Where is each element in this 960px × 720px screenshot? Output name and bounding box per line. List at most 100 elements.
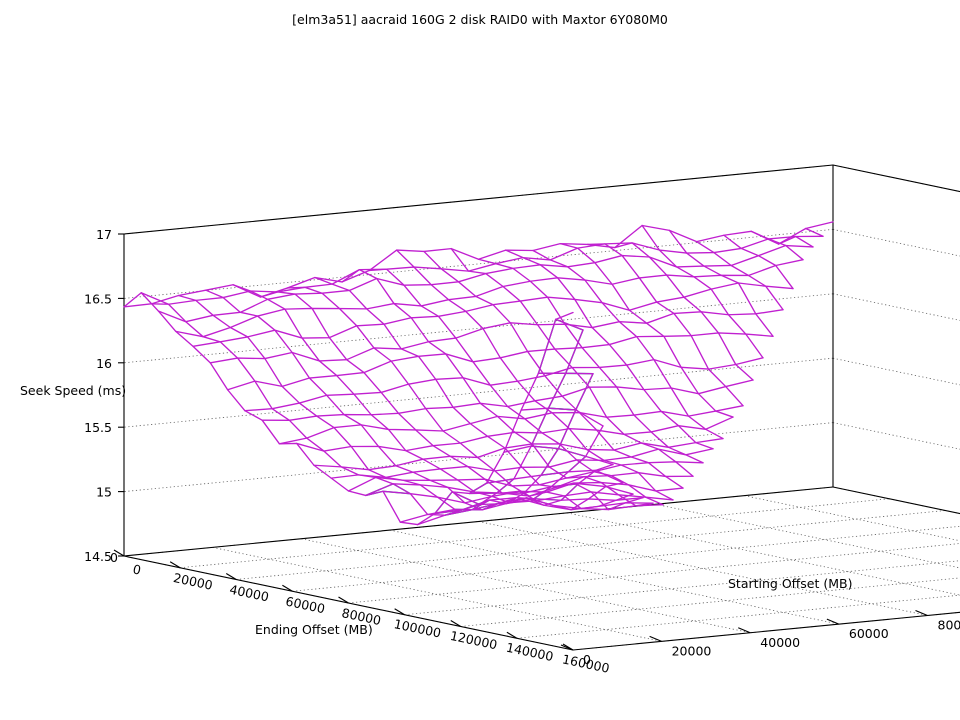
x-tick [225,573,237,580]
mesh-isoline-u [805,227,824,237]
base-grid-line-y [301,538,751,634]
x-tick [506,631,518,639]
x-tick [113,549,125,557]
base-grid-line-x [516,594,960,639]
mesh-isoline-u [396,249,674,501]
z-tick-label: 15 [96,485,112,500]
mesh-isoline-v [261,379,754,421]
base-grid-line-x [404,560,960,616]
mesh-isoline-v [416,497,664,526]
box-top-edge-left [123,164,834,235]
y-tick-label: 80000 [938,618,960,633]
mesh-isoline-u [614,242,754,381]
y-tick [649,635,662,642]
z-tick-label: 16 [96,356,112,371]
base-grid-line-y [212,546,662,642]
base-grid-line-x [292,525,960,592]
back-wall-gridline-right [832,357,960,386]
mesh-isoline-u [641,224,764,359]
back-wall-gridline-left [123,229,834,299]
z-tick-label: 15.5 [84,420,112,435]
mesh-isoline-u [314,276,644,511]
mesh-isoline-v [434,497,654,515]
mesh-isoline-u [532,249,724,440]
y-tick-label: 40000 [760,635,800,650]
mesh-isoline-v [485,469,624,484]
y-axis-label: Starting Offset (MB) [728,576,852,591]
box-top-edge-right [832,164,960,193]
back-wall-gridline-left [123,357,834,428]
mesh-isoline-u [695,240,784,311]
mesh-isoline-u [586,243,744,407]
mesh-isoline-v [468,483,634,495]
mesh-isoline-v [503,445,614,466]
mesh-isoline-v [347,461,704,492]
mesh-isoline-v [278,405,744,445]
mesh-isoline-v [365,471,694,497]
x-tick-label: 0 [131,561,142,577]
y-tick [915,609,928,617]
mesh-isoline-v [157,244,814,323]
seek-speed-surface-mesh [123,221,834,526]
z-tick-label: 17 [96,227,112,242]
mesh-isoline-u [232,284,614,506]
x-axis-label: Ending Offset (MB) [255,622,373,637]
mesh-isoline-v [244,357,764,412]
mesh-isoline-v [537,372,594,375]
base-grid-line-x [236,510,946,580]
base-grid-line-y [389,529,839,625]
y-tick-label: 20000 [672,643,712,658]
mesh-isoline-v [313,437,724,471]
x-tick [282,584,293,592]
y-tick [738,627,751,634]
base-grid-line-y [567,512,960,596]
mesh-isoline-v [555,318,584,331]
z-axis-label: Seek Speed (ms) [20,383,126,398]
x-tick [169,561,181,569]
mesh-isoline-u [205,289,604,511]
x-tick [450,620,462,627]
mesh-isoline-v [175,259,804,338]
y-tick-label: 0 [583,652,591,667]
mesh-isoline-v [192,282,794,348]
mesh-isoline-v [520,407,604,427]
base-grid-line-x [460,577,960,627]
axis-tick-marks [113,233,928,651]
y-tick [826,618,840,625]
box-base-edge-right [832,486,960,515]
mesh-isoline-u [668,229,774,337]
base-grid-line-x [180,498,890,569]
x-tick [338,596,349,604]
base-grid-line-y [655,503,960,569]
mesh-isoline-v [140,235,824,305]
z-axis-origin-label: 0 [110,550,118,565]
mesh-isoline-v [209,308,784,364]
mesh-isoline-u [423,250,684,489]
mesh-isoline-v [330,448,714,479]
base-grid-line-x [348,543,960,604]
back-wall-gridline-right [832,229,960,257]
mesh-isoline-v [226,332,774,391]
y-tick [560,644,574,651]
page-title: [elm3a51] aacraid 160G 2 disk RAID0 with… [292,12,668,27]
mesh-isoline-u [368,268,664,506]
base-grid-line-y [478,521,928,616]
x-tick-label: 100000 [393,616,443,640]
z-tick-label: 14.5 [84,549,112,564]
back-wall-gridline-right [832,164,960,192]
y-tick-label: 60000 [849,626,889,641]
x-tick-label: 140000 [505,640,555,664]
mesh-isoline-v [451,491,644,506]
mesh-isoline-v [296,416,734,452]
base-grid-line-y [744,495,960,542]
back-wall-gridline-right [832,422,960,450]
x-tick [394,608,405,616]
z-tick-label: 16.5 [84,291,112,306]
x-tick-label: 120000 [449,628,499,652]
back-wall-gridline-left [123,293,834,364]
mesh-isoline-u [450,247,694,477]
box-base-edge-y [123,486,834,557]
back-wall-gridline-right [832,293,960,321]
mesh-isoline-u [123,292,574,526]
